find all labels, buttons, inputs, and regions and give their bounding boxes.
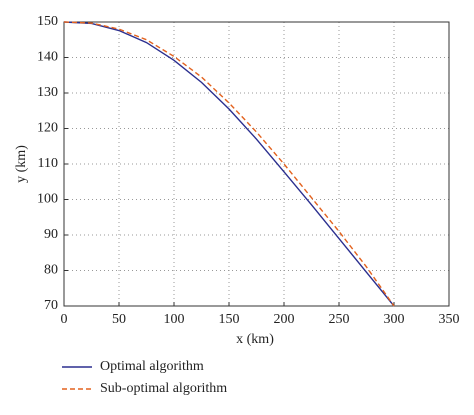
y-tick-label: 130 bbox=[37, 85, 58, 100]
y-tick-label: 140 bbox=[37, 50, 58, 65]
x-tick-label: 200 bbox=[274, 312, 295, 327]
legend-label: Sub-optimal algorithm bbox=[100, 381, 227, 396]
x-tick-label: 350 bbox=[439, 312, 460, 327]
y-tick-label: 70 bbox=[44, 298, 58, 313]
legend-label: Optimal algorithm bbox=[100, 359, 204, 374]
series-line bbox=[63, 21, 395, 307]
x-tick-label: 300 bbox=[384, 312, 405, 327]
y-tick-label: 120 bbox=[37, 121, 58, 136]
x-tick-label: 50 bbox=[112, 312, 126, 327]
plot-frame bbox=[63, 21, 450, 307]
y-tick-label: 150 bbox=[37, 14, 58, 29]
x-tick-label: 100 bbox=[164, 312, 185, 327]
y-tick-label: 80 bbox=[44, 263, 58, 278]
y-axis-label: y (km) bbox=[14, 145, 29, 183]
x-tick-label: 150 bbox=[219, 312, 240, 327]
y-tick-label: 110 bbox=[38, 156, 58, 171]
x-axis-label: x (km) bbox=[236, 332, 274, 347]
y-tick-label: 100 bbox=[37, 192, 58, 207]
x-tick-label: 250 bbox=[329, 312, 350, 327]
y-tick-label: 90 bbox=[44, 227, 58, 242]
x-tick-label: 0 bbox=[61, 312, 68, 327]
